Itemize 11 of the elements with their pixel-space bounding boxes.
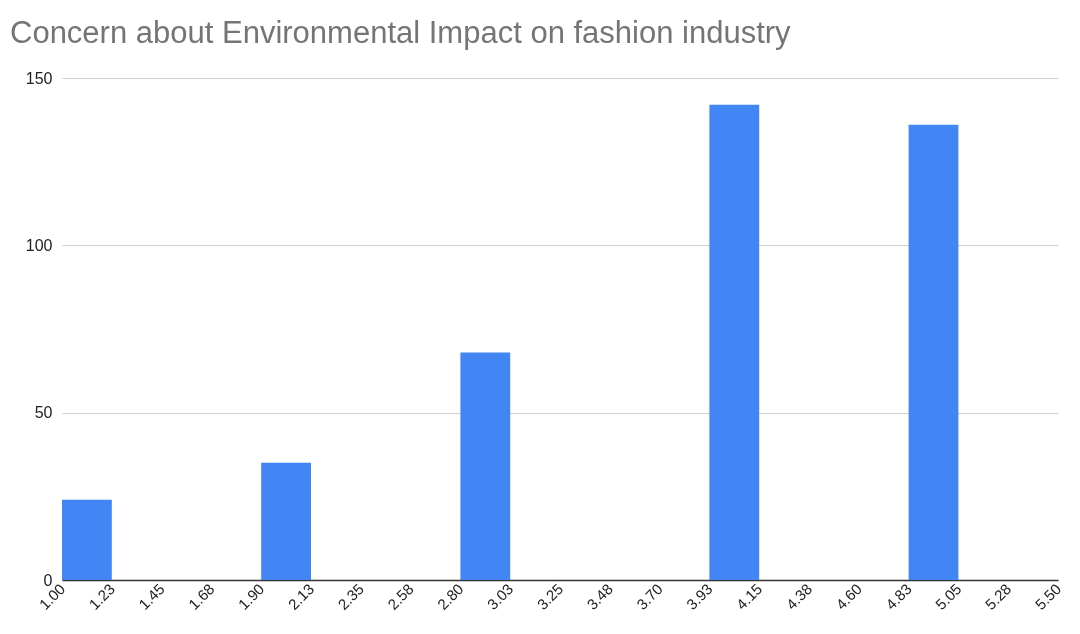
- x-tick-label: 3.25: [533, 580, 567, 613]
- x-tick-label: 4.15: [732, 580, 766, 613]
- y-tick-label: 100: [25, 236, 53, 254]
- y-tick-label: 0: [43, 571, 53, 589]
- x-tick-label: 3.03: [483, 580, 517, 613]
- y-tick-label: 50: [34, 404, 53, 422]
- y-tick-label: 150: [25, 69, 53, 87]
- x-tick-label: 4.60: [832, 580, 865, 613]
- x-tick-label: 4.38: [782, 580, 816, 613]
- chart-title: Concern about Environmental Impact on fashion industry: [10, 15, 792, 50]
- x-tick-label: 4.83: [882, 580, 915, 613]
